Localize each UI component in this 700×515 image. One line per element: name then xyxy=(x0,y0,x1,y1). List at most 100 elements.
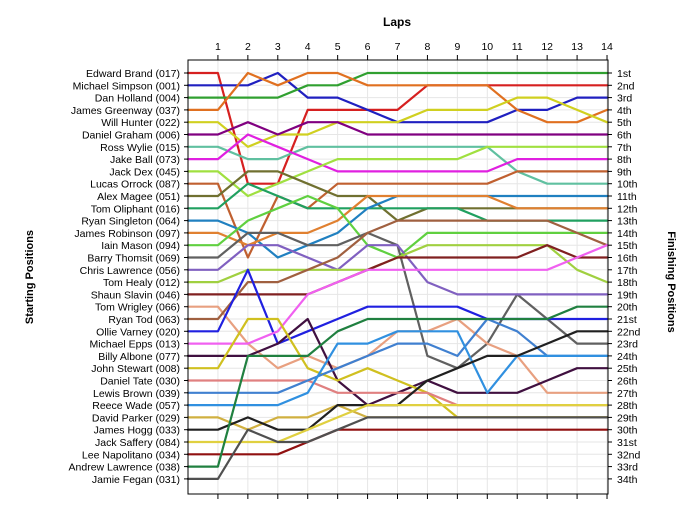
y-axis-label-right: Finishing Positions xyxy=(665,231,677,332)
series-line xyxy=(186,244,609,345)
finishing-position-label: 13th xyxy=(617,216,638,228)
lap-tick-label: 13 xyxy=(571,41,583,53)
starting-position-label: Alex Magee (051) xyxy=(97,191,180,203)
starting-position-label: Michael Simpson (001) xyxy=(73,80,180,92)
series-line xyxy=(186,71,609,99)
finishing-position-label: 20th xyxy=(617,302,638,314)
starting-position-label: Billy Albone (077) xyxy=(98,351,180,363)
starting-position-label: Dan Holland (004) xyxy=(95,93,180,105)
starting-position-label: Will Hunter (022) xyxy=(101,117,180,129)
finishing-position-label: 11th xyxy=(617,191,637,203)
series-line xyxy=(186,404,609,444)
starting-position-label: Ross Wylie (015) xyxy=(100,142,180,154)
finishing-position-label: 16th xyxy=(617,253,638,265)
finishing-position-label: 23rd xyxy=(617,339,638,351)
starting-position-label: Lucas Orrock (087) xyxy=(90,179,180,191)
starting-position-label: Tom Oliphant (016) xyxy=(91,203,180,215)
series-line xyxy=(186,121,609,136)
finishing-position-label: 33rd xyxy=(617,462,638,474)
starting-position-label: Chris Lawrence (056) xyxy=(80,265,180,277)
finishing-position-label: 21st xyxy=(617,314,637,326)
starting-position-label: Ryan Singleton (064) xyxy=(81,216,180,228)
finishing-position-label: 15th xyxy=(617,240,638,252)
finishing-position-label: 32nd xyxy=(617,449,641,461)
starting-position-label: Daniel Tate (030) xyxy=(100,376,180,388)
starting-position-label: David Parker (029) xyxy=(92,412,180,424)
starting-position-label: Jake Ball (073) xyxy=(110,154,180,166)
finishing-position-label: 3rd xyxy=(617,93,632,105)
starting-position-label: Daniel Graham (006) xyxy=(82,130,180,142)
starting-position-label: Tom Healy (012) xyxy=(103,277,180,289)
starting-position-label: James Hogg (033) xyxy=(94,425,180,437)
lap-tick-label: 3 xyxy=(275,41,281,53)
finishing-position-label: 9th xyxy=(617,166,632,178)
lap-tick-label: 4 xyxy=(305,41,311,53)
starting-position-label: James Greenway (037) xyxy=(71,105,180,117)
starting-position-label: Andrew Lawrence (038) xyxy=(69,462,180,474)
starting-position-label: Reece Wade (057) xyxy=(92,400,180,412)
lap-tick-label: 9 xyxy=(454,41,460,53)
series-line xyxy=(186,305,609,468)
finishing-position-label: 7th xyxy=(617,142,632,154)
lap-tick-label: 1 xyxy=(215,41,221,53)
finishing-position-label: 25th xyxy=(617,363,638,375)
chart-title: Laps xyxy=(383,15,411,29)
finishing-position-label: 22nd xyxy=(617,326,641,338)
series-line xyxy=(186,145,609,185)
lap-tick-label: 8 xyxy=(425,41,431,53)
lap-tick-label: 2 xyxy=(245,41,251,53)
finishing-position-label: 5th xyxy=(617,117,632,129)
finishing-position-label: 29th xyxy=(617,412,638,424)
y-axis-label-left: Starting Positions xyxy=(24,230,36,324)
finishing-position-label: 18th xyxy=(617,277,638,289)
series-lines xyxy=(186,71,609,480)
starting-position-label: Michael Epps (013) xyxy=(90,339,180,351)
starting-position-label: Shaun Slavin (046) xyxy=(91,289,180,301)
starting-position-label: Jack Dex (045) xyxy=(109,166,180,178)
finishing-position-label: 4th xyxy=(617,105,632,117)
series-line xyxy=(186,428,609,456)
starting-position-label: Lee Napolitano (034) xyxy=(82,449,180,461)
axes xyxy=(184,55,612,499)
lap-tick-label: 7 xyxy=(395,41,401,53)
starting-position-label: Tom Wrigley (066) xyxy=(95,302,180,314)
lap-tick-label: 14 xyxy=(601,41,613,53)
lap-tick-label: 5 xyxy=(335,41,341,53)
finishing-position-label: 12th xyxy=(617,203,638,215)
finishing-position-label: 24th xyxy=(617,351,638,363)
finishing-position-labels: 1st2nd3rd4th5th6th7th8th9th10th11th12th1… xyxy=(617,68,641,486)
series-line xyxy=(186,244,609,296)
finishing-position-label: 17th xyxy=(617,265,638,277)
starting-position-label: Jack Saffery (084) xyxy=(95,437,180,449)
starting-position-label: Barry Thomsit (069) xyxy=(87,253,180,265)
starting-position-label: Ollie Varney (020) xyxy=(96,326,180,338)
starting-position-labels: Edward Brand (017)Michael Simpson (001)D… xyxy=(69,68,180,486)
starting-position-label: John Stewart (008) xyxy=(91,363,180,375)
lap-tick-labels: 1 2 3 4 5 6 7 8 9 10 11 12 13 14 xyxy=(215,41,613,53)
starting-position-label: Lewis Brown (039) xyxy=(93,388,180,400)
finishing-position-label: 31st xyxy=(617,437,637,449)
series-line xyxy=(186,170,609,259)
finishing-position-label: 34th xyxy=(617,474,638,486)
series-line xyxy=(186,133,609,173)
series-line xyxy=(186,145,609,198)
finishing-position-label: 27th xyxy=(617,388,638,400)
starting-position-label: Ryan Tod (063) xyxy=(108,314,180,326)
series-line xyxy=(186,219,609,321)
starting-position-label: Jamie Fegan (031) xyxy=(92,474,180,486)
lap-tick-label: 6 xyxy=(365,41,371,53)
finishing-position-label: 28th xyxy=(617,400,638,412)
finishing-position-label: 30th xyxy=(617,425,638,437)
starting-position-label: James Robinson (097) xyxy=(74,228,180,240)
finishing-position-label: 14th xyxy=(617,228,638,240)
lap-tick-label: 11 xyxy=(512,41,523,53)
finishing-position-label: 2nd xyxy=(617,80,635,92)
series-line xyxy=(186,71,609,124)
finishing-position-label: 1st xyxy=(617,68,631,80)
finishing-position-label: 8th xyxy=(617,154,632,166)
series-line xyxy=(186,71,609,185)
lap-tick-label: 10 xyxy=(481,41,493,53)
lap-tick-label: 12 xyxy=(541,41,553,53)
